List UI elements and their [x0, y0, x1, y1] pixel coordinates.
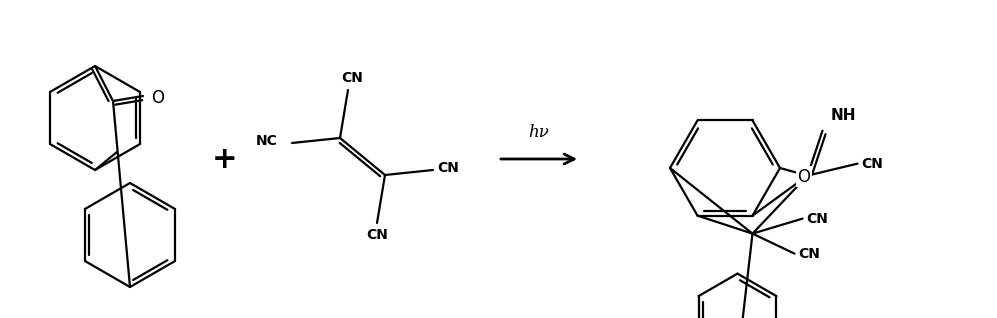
Text: CN: CN: [437, 161, 459, 175]
Text: CN: CN: [807, 212, 829, 226]
Text: CN: CN: [861, 157, 883, 171]
Text: CN: CN: [366, 228, 388, 242]
Text: CN: CN: [799, 247, 821, 261]
Text: O: O: [798, 168, 811, 186]
Text: hν: hν: [528, 124, 549, 141]
Text: +: +: [212, 144, 238, 174]
Text: O: O: [151, 89, 164, 107]
Text: NH: NH: [831, 107, 856, 123]
Text: CN: CN: [341, 71, 363, 85]
Text: NC: NC: [256, 134, 278, 148]
